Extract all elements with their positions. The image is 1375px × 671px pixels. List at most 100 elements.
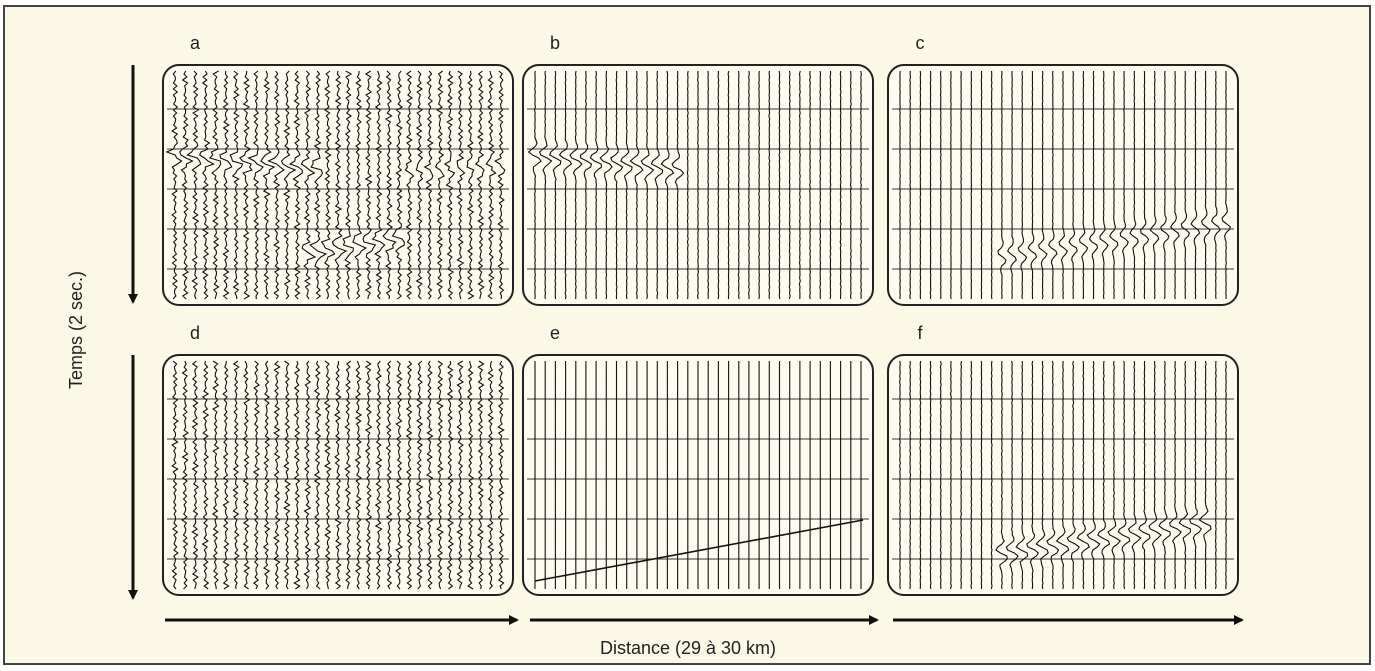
seismic-trace bbox=[939, 70, 942, 300]
seismic-trace bbox=[990, 70, 993, 300]
seismic-trace bbox=[909, 360, 912, 590]
seismic-trace bbox=[1017, 70, 1028, 300]
seismic-trace bbox=[382, 70, 397, 300]
seismic-trace bbox=[1149, 70, 1160, 300]
seismic-trace bbox=[609, 70, 624, 300]
seismic-trace bbox=[929, 360, 932, 590]
seismic-trace bbox=[809, 70, 811, 300]
seismic-trace bbox=[527, 70, 542, 300]
seismic-trace bbox=[697, 70, 699, 300]
seismic-trace bbox=[497, 360, 505, 590]
seismic-trace bbox=[1119, 70, 1129, 300]
seismic-trace bbox=[1086, 360, 1101, 590]
seismic-trace bbox=[1169, 70, 1180, 300]
seismic-trace bbox=[671, 70, 685, 300]
seismic-trace bbox=[423, 70, 434, 300]
seismic-trace bbox=[404, 70, 415, 300]
seismic-trace bbox=[1210, 71, 1221, 300]
reflector-line bbox=[534, 519, 864, 582]
seismic-trace bbox=[960, 360, 963, 589]
seismic-trace bbox=[252, 360, 261, 590]
seismic-trace bbox=[995, 360, 1008, 590]
seismic-trace bbox=[1076, 360, 1090, 590]
seismic-trace bbox=[239, 70, 253, 300]
y-axis-label: Temps (2 sec.) bbox=[66, 271, 86, 389]
seismic-trace bbox=[1097, 360, 1111, 590]
seismic-trace bbox=[385, 360, 393, 590]
seismic-trace bbox=[303, 360, 312, 590]
seismic-trace bbox=[1099, 70, 1109, 300]
seismic-trace bbox=[970, 360, 973, 590]
seismic-trace bbox=[415, 70, 424, 300]
seismic-trace bbox=[293, 360, 301, 590]
panels: a b c d e f bbox=[162, 33, 1239, 596]
seismic-trace bbox=[819, 70, 822, 300]
seismic-trace bbox=[1027, 70, 1038, 300]
seismic-trace bbox=[1109, 70, 1119, 300]
seismic-trace bbox=[599, 70, 613, 300]
seismic-panel: c bbox=[887, 33, 1239, 306]
seismic-trace bbox=[466, 70, 475, 300]
seismic-trace bbox=[650, 70, 664, 300]
seismic-trace bbox=[283, 360, 291, 590]
seismic-trace bbox=[1037, 70, 1048, 300]
x-axis-label: Distance (29 à 30 km) bbox=[600, 638, 776, 658]
seismic-trace bbox=[929, 70, 932, 300]
seismic-trace bbox=[211, 360, 220, 590]
seismic-trace bbox=[186, 70, 202, 300]
seismic-trace bbox=[466, 360, 475, 590]
seismic-trace bbox=[208, 70, 222, 300]
seismic-trace bbox=[1221, 70, 1232, 300]
seismic-trace bbox=[485, 70, 497, 300]
seismic-trace bbox=[219, 70, 233, 300]
seismic-trace bbox=[788, 70, 791, 300]
seismic-trace bbox=[919, 360, 922, 590]
seismic-trace bbox=[391, 70, 405, 300]
seismic-trace bbox=[1048, 70, 1058, 300]
seismic-trace bbox=[620, 70, 633, 300]
seismic-trace bbox=[354, 360, 363, 590]
seismic-trace bbox=[247, 70, 264, 300]
seismic-trace bbox=[1005, 360, 1019, 590]
seismic-panel: a bbox=[162, 33, 514, 306]
seismic-trace bbox=[1225, 360, 1227, 590]
seismic-trace bbox=[309, 70, 328, 300]
seismic-trace bbox=[1127, 360, 1142, 590]
seismic-trace bbox=[1198, 360, 1212, 590]
panel-label: a bbox=[190, 33, 201, 53]
seismic-trace bbox=[1035, 360, 1049, 590]
seismic-trace bbox=[436, 360, 444, 590]
seismic-trace bbox=[342, 70, 354, 300]
seismic-trace bbox=[997, 70, 1007, 300]
seismic-trace bbox=[970, 70, 973, 300]
panel-box bbox=[162, 64, 514, 306]
panel-box bbox=[162, 354, 514, 596]
seismic-trace bbox=[476, 360, 485, 590]
seismic-trace bbox=[229, 70, 244, 300]
seismic-trace bbox=[1117, 360, 1131, 590]
seismic-trace bbox=[747, 70, 750, 300]
seismic-trace bbox=[446, 360, 455, 590]
seismic-trace bbox=[859, 70, 862, 300]
seismic-trace bbox=[707, 70, 710, 300]
seismic-trace bbox=[165, 70, 183, 300]
seismic-trace bbox=[425, 360, 434, 590]
seismic-trace bbox=[435, 70, 445, 300]
seismic-trace bbox=[737, 70, 740, 300]
seismic-trace bbox=[288, 70, 303, 300]
seismic-trace bbox=[1178, 360, 1191, 589]
seismic-trace bbox=[549, 70, 562, 300]
seismic-trace bbox=[331, 70, 348, 300]
seismic-trace bbox=[171, 360, 179, 590]
seismic-trace bbox=[980, 360, 983, 590]
seismic-trace bbox=[1189, 361, 1203, 590]
seismic-trace bbox=[580, 71, 593, 300]
panel-label: b bbox=[550, 33, 560, 53]
seismic-trace bbox=[589, 70, 603, 299]
seismic-trace bbox=[456, 360, 465, 590]
seismic-trace bbox=[768, 70, 771, 300]
seismic-trace bbox=[950, 71, 952, 300]
seismic-trace bbox=[1079, 71, 1089, 300]
seismic-trace bbox=[558, 70, 573, 300]
seismic-trace bbox=[313, 360, 322, 590]
